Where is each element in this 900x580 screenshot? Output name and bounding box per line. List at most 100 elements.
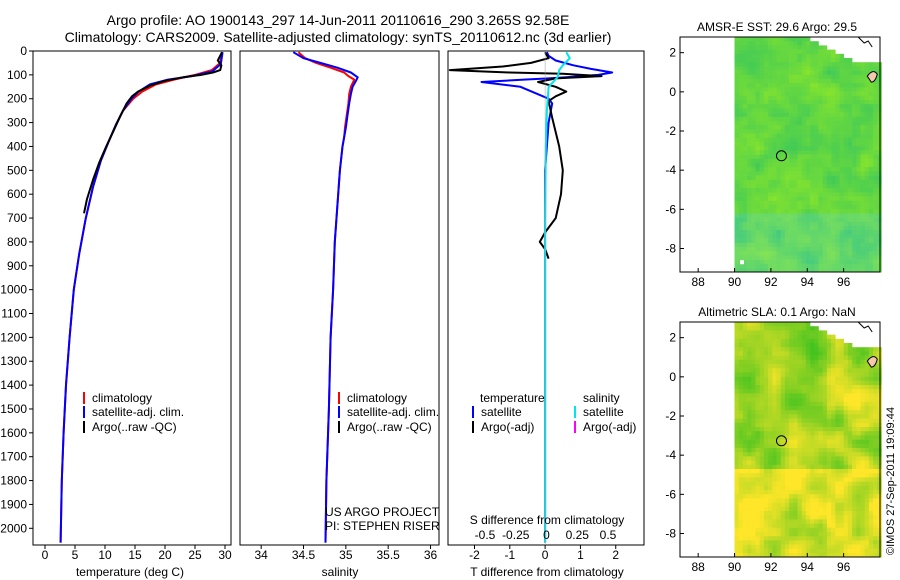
heatmap-cell [784,469,790,474]
heatmap-cell [860,125,865,130]
heatmap-cell [814,351,819,356]
heatmap-cell [822,343,828,348]
heatmap-cell [856,410,861,415]
heatmap-cell [835,83,840,88]
heatmap-cell [755,511,760,516]
heatmap-cell [847,494,853,499]
heatmap-cell [789,401,794,407]
heatmap-cell [759,414,765,419]
heatmap-cell [738,45,744,50]
heatmap-cell [852,389,857,394]
heatmap-cell [747,376,752,382]
heatmap-cell [768,347,773,352]
heatmap-cell [751,121,756,126]
heatmap-cell [763,439,769,445]
heatmap-cell [835,242,840,248]
heatmap-cell [810,209,815,214]
heatmap-cell [860,477,865,482]
heatmap-cell [868,393,874,398]
heatmap-cell [772,49,777,55]
heatmap-cell [852,523,857,529]
heatmap-cell [873,171,878,176]
heatmap-cell [852,179,857,185]
heatmap-cell [864,100,870,105]
heatmap-cell [822,58,828,63]
heatmap-cell [852,95,857,101]
heatmap-cell [835,125,840,130]
heatmap-cell [864,414,870,419]
heatmap-cell [789,171,794,176]
heatmap-cell [734,116,739,122]
heatmap-cell [835,485,840,491]
heatmap-cell [772,112,777,118]
heatmap-cell [826,368,832,373]
heatmap-cell [864,263,870,269]
heatmap-cell [835,548,840,554]
heatmap-cell [751,188,756,193]
heatmap-cell [852,544,857,550]
heatmap-cell [818,364,823,369]
heatmap-cell [873,255,878,260]
x-tick-label: 92 [764,560,778,574]
heatmap-cell [822,410,828,415]
heatmap-cell [852,133,857,139]
heatmap-cell [734,355,739,361]
heatmap-cell [738,469,744,474]
heatmap-cell [751,338,756,344]
heatmap-cell [831,234,836,239]
heatmap-cell [822,502,828,508]
heatmap-cell [818,121,823,126]
heatmap-cell [839,435,844,440]
heatmap-cell [847,158,853,164]
heatmap-cell [738,481,744,487]
heatmap-cell [839,226,844,231]
heatmap-cell [856,506,861,512]
heatmap-cell [738,477,744,482]
heatmap-cell [818,87,823,92]
heatmap-cell [755,247,760,252]
heatmap-cell [789,439,794,445]
heatmap-cell [772,334,777,340]
heatmap-cell [734,146,739,151]
heatmap-cell [747,406,752,411]
salinity-panel: 34 34.5 35 35.5 36 salinity climatology sate… [239,50,440,579]
heatmap-cell [839,95,844,101]
heatmap-cell [856,393,861,398]
heatmap-cell [847,66,853,71]
heatmap-cell [772,41,777,46]
heatmap-cell [818,184,823,189]
heatmap-cell [747,460,752,466]
heatmap-cell [826,385,832,390]
heatmap-cell [751,401,756,407]
heatmap-cell [801,263,807,269]
heatmap-cell [755,255,760,260]
heatmap-cell [810,137,815,143]
heatmap-cell [780,133,786,139]
heatmap-cell [831,456,836,461]
y-tick-label: 700 [7,211,27,225]
heatmap-cell [868,66,874,71]
heatmap-cell [835,121,840,126]
heatmap-cell [852,448,857,453]
heatmap-cell [805,133,811,139]
heatmap-cell [831,251,836,256]
heatmap-cell [873,242,878,248]
heatmap-cell [780,460,786,466]
heatmap-cell [797,322,802,327]
heatmap-cell [738,511,744,516]
heatmap-cell [759,338,765,344]
heatmap-cell [784,221,790,227]
heatmap-cell [759,376,765,382]
heatmap-cell [852,87,857,92]
y-tick-label: 2 [669,46,676,60]
heatmap-cell [814,209,819,214]
heatmap-cell [742,347,748,352]
heatmap-cell [847,121,853,126]
heatmap-cell [776,171,781,176]
heatmap-cell [868,91,874,97]
heatmap-cell [835,481,840,487]
heatmap-cell [860,439,865,445]
heatmap-cell [873,389,878,394]
heatmap-cell [751,142,756,147]
heatmap-cell [768,74,773,80]
